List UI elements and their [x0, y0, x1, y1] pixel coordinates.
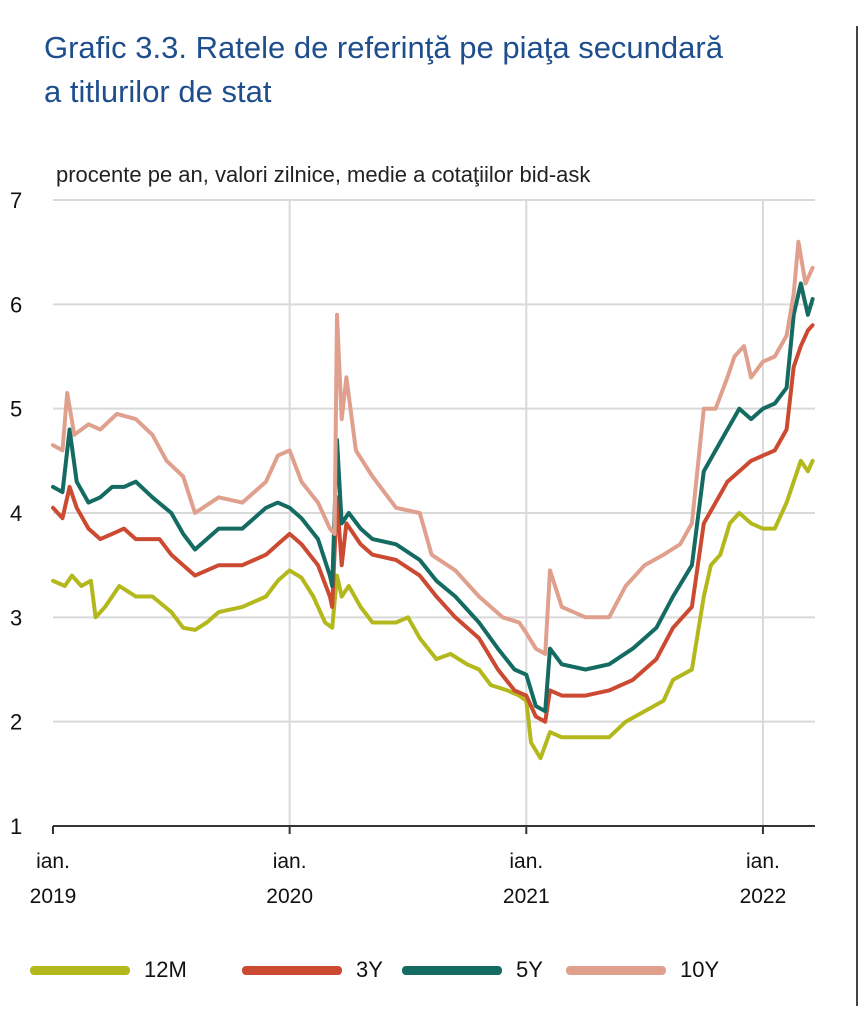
y-tick-label: 4 — [10, 501, 22, 526]
series-line-3y — [51, 323, 815, 724]
chart-title-line1: Grafic 3.3. Ratele de referinţă pe piaţa… — [44, 30, 723, 65]
legend-swatch — [30, 965, 130, 975]
chart-title: Grafic 3.3. Ratele de referinţă pe piaţa… — [44, 26, 844, 114]
y-tick-label: 5 — [10, 397, 22, 422]
series-line-12m — [51, 458, 815, 761]
y-tick-label: 1 — [10, 814, 22, 839]
y-axis-ticks: 1 2 3 4 5 6 7 — [10, 188, 22, 839]
x-tick-label-year: 2019 — [30, 885, 77, 908]
legend-swatch — [402, 965, 502, 975]
legend-item-3y: 3Y — [242, 950, 383, 990]
legend-item-10y: 10Y — [566, 950, 719, 990]
legend-label: 5Y — [516, 957, 543, 982]
x-tick-label-year: 2022 — [740, 885, 787, 908]
x-tick-label-month: ian. — [36, 850, 70, 873]
series-lines — [51, 239, 815, 761]
y-tick-label: 7 — [10, 188, 22, 213]
y-tick-label: 2 — [10, 710, 22, 735]
x-tick-label-month: ian. — [509, 850, 543, 873]
y-tick-label: 6 — [10, 292, 22, 317]
x-tick-label-month: ian. — [273, 850, 307, 873]
legend-label: 12M — [144, 957, 187, 982]
legend-item-5y: 5Y — [402, 950, 543, 990]
legend-item-12m: 12M — [30, 950, 187, 990]
chart-title-line2: a titlurilor de stat — [44, 74, 272, 109]
x-tick-label-year: 2020 — [266, 885, 313, 908]
frame-border — [856, 26, 858, 1006]
x-axis-ticks: ian. 2019 ian. 2020 ian. 2021 ian. 2022 — [30, 850, 787, 908]
legend-swatch — [566, 965, 666, 975]
x-axis — [52, 825, 815, 834]
legend-label: 10Y — [680, 957, 720, 982]
legend-label: 3Y — [356, 957, 383, 982]
gridlines — [53, 199, 815, 826]
series-line-10y — [51, 239, 815, 656]
chart-subtitle: procente pe an, valori zilnice, medie a … — [56, 162, 591, 187]
legend-swatch — [242, 965, 342, 975]
x-tick-label-month: ian. — [746, 850, 780, 873]
series-line-5y — [51, 281, 815, 714]
y-tick-label: 3 — [10, 605, 22, 630]
x-tick-label-year: 2021 — [503, 885, 550, 908]
legend: 12M 3Y 5Y 10Y — [30, 950, 830, 990]
